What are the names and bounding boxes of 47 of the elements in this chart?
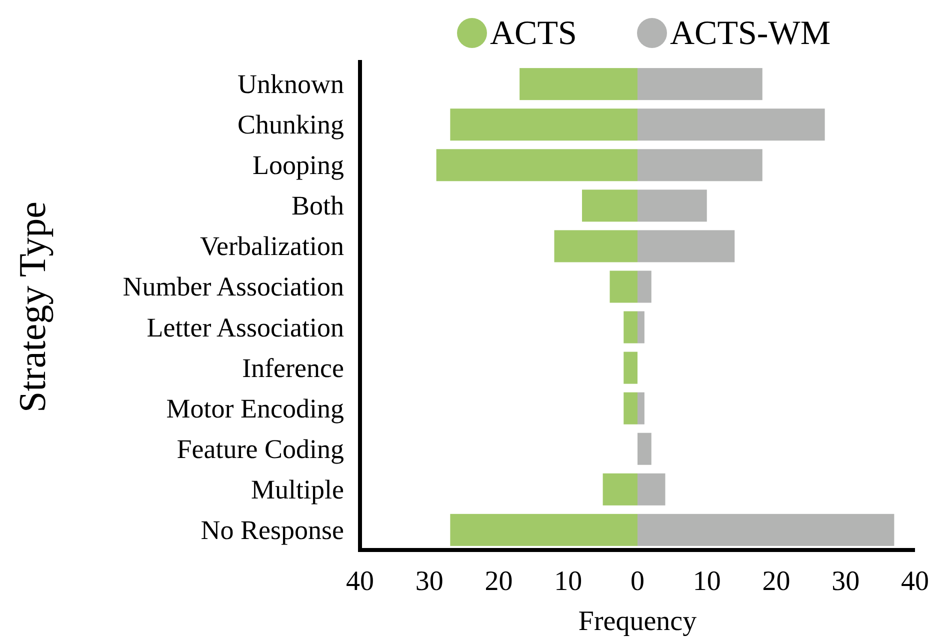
y-axis-title: Strategy Type <box>12 202 54 412</box>
y-tick-label: Unknown <box>238 69 344 100</box>
x-tick-label: 20 <box>484 566 513 597</box>
y-tick-label: Feature Coding <box>176 434 344 464</box>
y-tick-label: No Response <box>200 514 344 545</box>
bar <box>638 270 652 303</box>
bar <box>638 392 644 424</box>
y-tick-label: Multiple <box>251 474 344 504</box>
bar <box>610 270 638 303</box>
legend-label: ACTS-WM <box>670 15 831 52</box>
bar <box>450 108 638 141</box>
bar <box>638 473 666 506</box>
x-tick-label: 0 <box>630 566 644 597</box>
bar <box>638 230 735 262</box>
bar <box>624 352 638 384</box>
y-tick-label: Motor Encoding <box>166 393 344 424</box>
y-tick-label: Inference <box>242 352 344 383</box>
bar <box>624 392 638 424</box>
x-tick-label: 40 <box>346 566 374 597</box>
bar <box>436 149 638 182</box>
y-tick-label: Verbalization <box>200 231 344 262</box>
x-tick-label: 10 <box>554 566 582 597</box>
x-tick-label: 40 <box>901 566 929 597</box>
bar <box>638 190 707 222</box>
bar <box>638 432 652 465</box>
y-tick-label: Chunking <box>237 110 344 140</box>
bar <box>638 311 644 344</box>
y-tick-label: Number Association <box>122 272 344 302</box>
bar <box>638 149 762 182</box>
x-tick-label: 20 <box>762 566 790 597</box>
y-tick-label: Letter Association <box>146 312 344 342</box>
y-tick-label: Both <box>291 190 344 221</box>
bar <box>520 68 638 100</box>
bar <box>582 190 638 222</box>
bar <box>638 108 825 141</box>
bar <box>450 514 638 546</box>
bar <box>624 311 638 344</box>
bar <box>602 473 638 506</box>
x-tick-label: 30 <box>832 566 860 597</box>
x-tick-label: 30 <box>415 566 444 597</box>
x-axis-title: Frequency <box>578 606 697 637</box>
bar <box>638 68 762 100</box>
y-tick-label: Looping <box>252 150 344 180</box>
bar <box>554 230 638 262</box>
x-tick-label: 10 <box>692 566 721 597</box>
bar <box>638 514 894 546</box>
legend-label: ACTS <box>490 15 577 52</box>
